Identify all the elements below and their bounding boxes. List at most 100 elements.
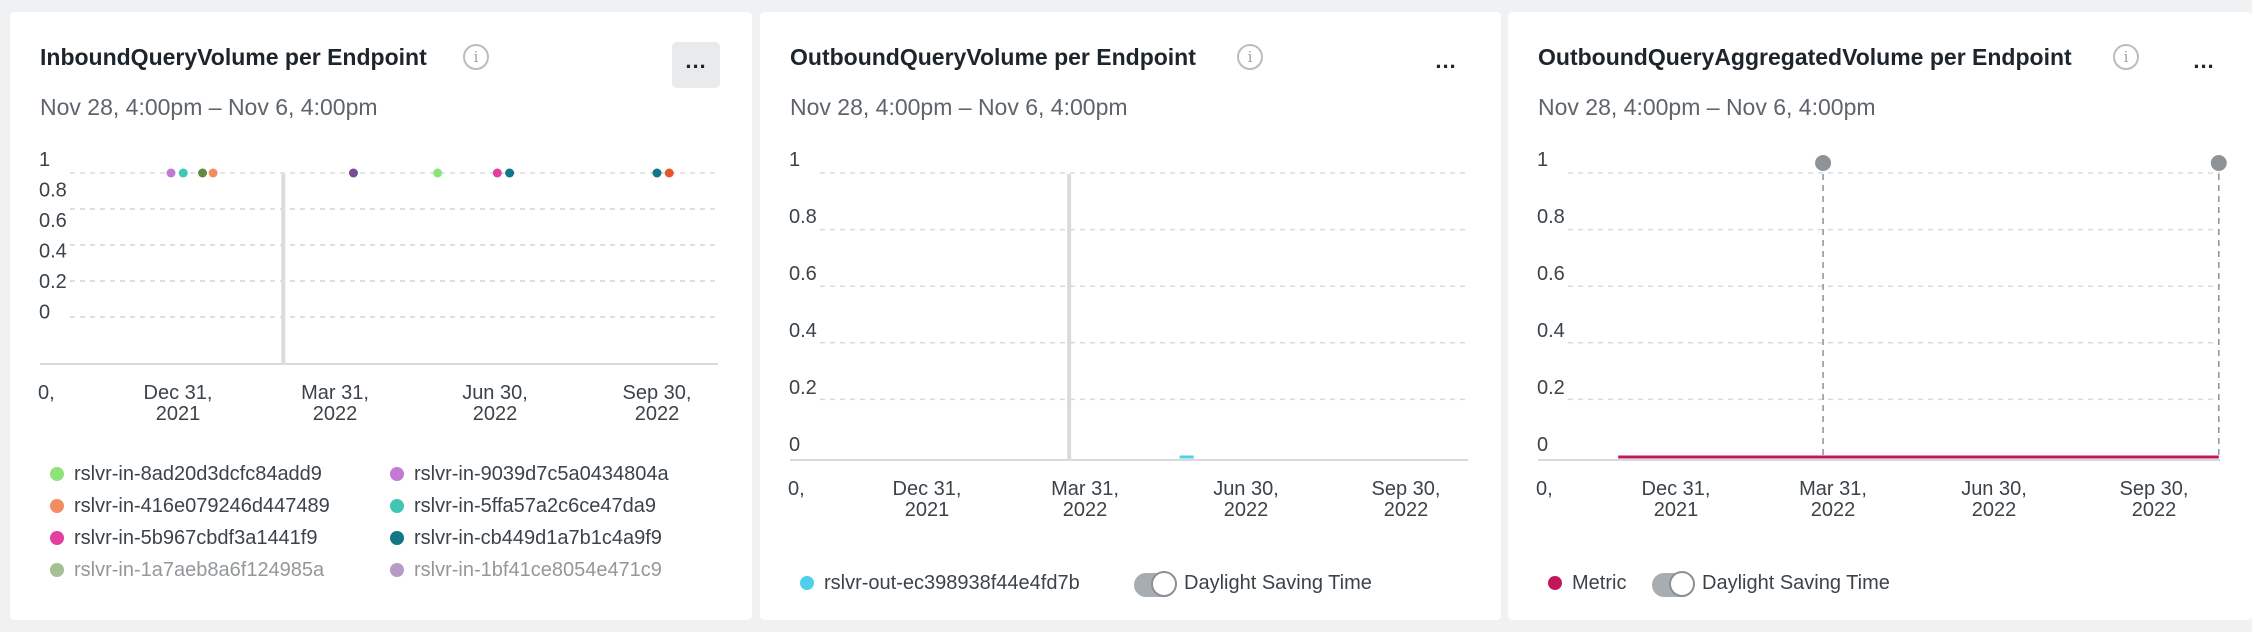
daylight-saving-toggle[interactable] (1134, 571, 1177, 597)
toggle-knob (1151, 571, 1177, 597)
x-tick-label: Dec 31, (1642, 478, 1711, 500)
x-tick-label: 2022 (1811, 499, 1856, 521)
legend-item[interactable]: rslvr-in-1a7aeb8a6f124985a (50, 559, 324, 582)
panel-menu-button[interactable]: ... (672, 42, 720, 88)
info-icon[interactable]: i (1237, 44, 1263, 70)
x-tick-label: Sep 30, (2120, 478, 2189, 500)
x-tick-label: Sep 30, (623, 382, 692, 404)
y-tick-label: 1 (789, 149, 800, 171)
legend-swatch (50, 499, 64, 513)
x-tick-label: 0, (788, 478, 805, 500)
legend-label: rslvr-in-1bf41ce8054e471c9 (414, 559, 662, 581)
y-tick-label: 0.4 (1537, 320, 1565, 342)
chart-panel-outbound: OutboundQueryVolume per Endpoint i ... N… (760, 12, 1501, 620)
y-tick-label: 0.6 (789, 263, 817, 285)
panel-title: InboundQueryVolume per Endpoint (40, 44, 427, 70)
legend-swatch (390, 467, 404, 481)
y-tick-label: 0.8 (789, 206, 817, 228)
legend-swatch (390, 563, 404, 577)
time-marker (281, 174, 286, 365)
legend-swatch (50, 563, 64, 577)
x-tick-label: Dec 31, (893, 478, 962, 500)
legend-item[interactable]: rslvr-out-ec398938f44e4fd7b (800, 572, 1080, 595)
data-point (178, 168, 188, 178)
data-point (652, 168, 662, 178)
chart-panel-outbound-aggregated: OutboundQueryAggregatedVolume per Endpoi… (1508, 12, 2252, 620)
x-tick-label: Mar 31, (1051, 478, 1119, 500)
chart-panel-inbound: InboundQueryVolume per Endpoint i ... No… (10, 12, 752, 620)
legend-label: rslvr-in-9039d7c5a0434804a (414, 463, 669, 485)
x-tick-label: 2022 (1063, 499, 1108, 521)
legend-swatch (390, 531, 404, 545)
data-point (198, 168, 208, 178)
legend-label: rslvr-in-416e079246d447489 (74, 495, 330, 517)
legend-item[interactable]: rslvr-in-9039d7c5a0434804a (390, 463, 669, 486)
x-tick-label: 0, (1536, 478, 1553, 500)
x-tick-label: 2022 (313, 403, 358, 425)
data-point (492, 168, 502, 178)
x-tick-label: Jun 30, (1213, 478, 1279, 500)
legend-item[interactable]: Metric (1548, 572, 1626, 595)
legend-swatch (390, 499, 404, 513)
daylight-saving-label: Daylight Saving Time (1702, 572, 1890, 594)
daylight-saving-label: Daylight Saving Time (1184, 572, 1372, 594)
legend-swatch (1548, 576, 1562, 590)
y-tick-label: 0 (39, 302, 50, 324)
x-tick-label: 2021 (905, 499, 950, 521)
legend-item[interactable]: rslvr-in-416e079246d447489 (50, 495, 330, 518)
info-icon[interactable]: i (463, 44, 489, 70)
data-point (433, 168, 443, 178)
legend-label: rslvr-in-1a7aeb8a6f124985a (74, 559, 325, 581)
legend-label: rslvr-in-cb449d1a7b1c4a9f9 (414, 527, 662, 549)
info-icon[interactable]: i (2113, 44, 2139, 70)
panel-subtitle: Nov 28, 4:00pm – Nov 6, 4:00pm (1538, 94, 1876, 120)
panel-menu-button[interactable]: ... (1435, 48, 1457, 73)
y-tick-label: 0 (789, 434, 800, 456)
y-tick-label: 0.2 (39, 271, 67, 293)
x-tick-label: 2021 (1654, 499, 1699, 521)
daylight-saving-toggle[interactable] (1652, 571, 1695, 597)
legend-item[interactable]: rslvr-in-8ad20d3dcfc84add9 (50, 463, 322, 486)
panel-menu-button[interactable]: ... (2193, 48, 2215, 73)
x-tick-label: Mar 31, (301, 382, 369, 404)
data-point (166, 168, 176, 178)
y-tick-label: 0.8 (1537, 206, 1565, 228)
annotation-marker (1815, 155, 1832, 171)
x-tick-label: Jun 30, (1961, 478, 2027, 500)
annotation-marker (2210, 155, 2227, 171)
time-marker (1067, 174, 1072, 460)
toggle-knob (1669, 571, 1695, 597)
x-tick-label: 2022 (2132, 499, 2177, 521)
y-tick-label: 1 (1537, 149, 1548, 171)
y-tick-label: 0.4 (789, 320, 817, 342)
x-tick-label: 0, (38, 382, 55, 404)
y-tick-label: 0.6 (1537, 263, 1565, 285)
legend-swatch (800, 576, 814, 590)
panel-title: OutboundQueryAggregatedVolume per Endpoi… (1538, 44, 2072, 70)
legend-item[interactable]: rslvr-in-5ffa57a2c6ce47da9 (390, 495, 656, 518)
x-tick-label: Sep 30, (1372, 478, 1441, 500)
legend-item[interactable]: rslvr-in-5b967cbdf3a1441f9 (50, 527, 318, 550)
legend-item[interactable]: rslvr-in-1bf41ce8054e471c9 (390, 559, 662, 582)
panel-title: OutboundQueryVolume per Endpoint (790, 44, 1196, 70)
data-point (664, 168, 674, 178)
data-point (208, 168, 218, 178)
legend-swatch (50, 531, 64, 545)
legend-item[interactable]: rslvr-in-cb449d1a7b1c4a9f9 (390, 527, 662, 550)
panel-subtitle: Nov 28, 4:00pm – Nov 6, 4:00pm (40, 94, 378, 120)
data-point (348, 168, 358, 178)
x-tick-label: 2022 (1384, 499, 1429, 521)
y-tick-label: 0.2 (1537, 377, 1565, 399)
legend-label: rslvr-in-8ad20d3dcfc84add9 (74, 463, 322, 485)
panel-subtitle: Nov 28, 4:00pm – Nov 6, 4:00pm (790, 94, 1128, 120)
y-tick-label: 0.2 (789, 377, 817, 399)
x-tick-label: 2022 (635, 403, 680, 425)
y-tick-label: 0.6 (39, 210, 67, 232)
x-tick-label: 2021 (156, 403, 201, 425)
y-tick-label: 0 (1537, 434, 1548, 456)
legend-label: rslvr-in-5ffa57a2c6ce47da9 (414, 495, 657, 517)
x-tick-label: 2022 (473, 403, 518, 425)
